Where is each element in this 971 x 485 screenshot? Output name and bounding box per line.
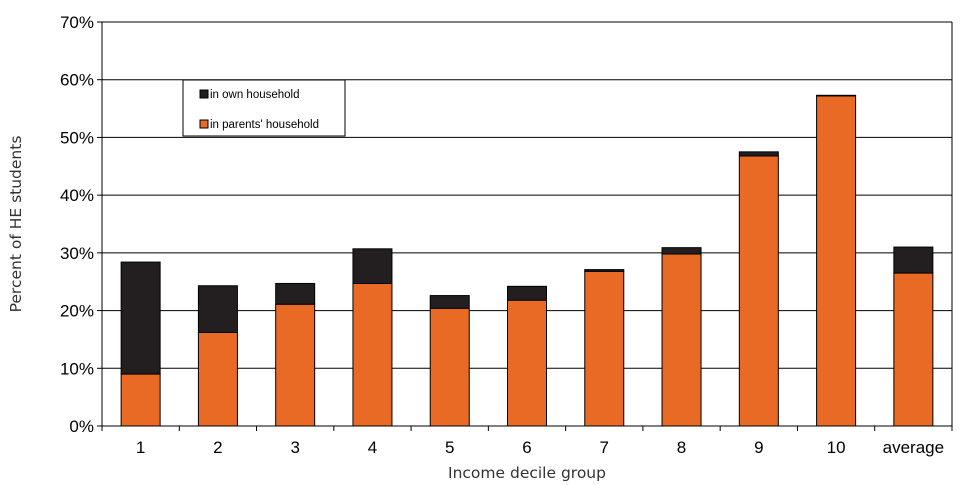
bar-segment — [584, 269, 625, 272]
legend-swatch-own-household — [199, 89, 209, 99]
y-tick-label: 60% — [60, 71, 94, 90]
legend-swatch-parents-household — [199, 119, 209, 129]
x-tick-label: 5 — [445, 438, 454, 457]
y-tick-label: 20% — [60, 302, 94, 321]
bar-segment — [816, 94, 857, 97]
bar-segment — [120, 261, 161, 375]
legend: in own household in parents' household — [182, 79, 346, 137]
bar-segment — [275, 282, 316, 305]
bar-segment — [352, 282, 393, 427]
x-tick-label: average — [883, 438, 944, 457]
y-axis-title: Percent of HE students — [7, 136, 25, 313]
bar-segment — [738, 155, 779, 427]
bar-segment — [352, 248, 393, 284]
bar-segment — [507, 285, 547, 301]
y-tick-label: 40% — [60, 186, 94, 205]
y-tick-label: 70% — [60, 13, 94, 32]
x-axis-title: Income decile group — [448, 464, 606, 482]
y-tick-label: 0% — [69, 417, 94, 436]
bar-segment — [893, 272, 934, 427]
bar-segment — [120, 373, 161, 427]
y-tick-label: 10% — [60, 359, 94, 378]
y-tick-label: 30% — [60, 244, 94, 263]
y-tick-labels: 0% 10% 20% 30% 40% 50% 60% 70% — [60, 13, 102, 436]
legend-label-parents-household: in parents' household — [210, 119, 319, 131]
bar-segment — [429, 307, 470, 427]
x-tick-labels: 1 2 3 4 5 6 7 8 9 10 average — [101, 426, 953, 457]
bar-segment — [197, 332, 238, 427]
bars — [120, 94, 934, 427]
x-tick-label: 2 — [213, 438, 222, 457]
x-tick-label: 7 — [600, 438, 609, 457]
bar-segment — [893, 246, 934, 274]
x-tick-label: 4 — [368, 438, 377, 457]
x-tick-label: 6 — [522, 438, 531, 457]
y-tick-label: 50% — [60, 128, 94, 147]
bar-segment — [661, 247, 702, 255]
bar-segment — [584, 270, 625, 427]
bar-segment — [738, 151, 779, 157]
legend-label-own-household: in own household — [210, 89, 300, 101]
x-tick-label: 1 — [136, 438, 145, 457]
x-tick-label: 9 — [754, 438, 763, 457]
bar-segment — [816, 95, 857, 427]
x-tick-label: 3 — [290, 438, 299, 457]
bar-segment — [661, 253, 702, 427]
bar-segment — [275, 303, 316, 427]
x-tick-label: 8 — [677, 438, 686, 457]
bar-segment — [197, 285, 238, 334]
bar-segment — [429, 295, 470, 309]
axes — [101, 22, 953, 427]
x-tick-label: 10 — [827, 438, 846, 457]
legend-box — [182, 79, 346, 137]
bar-segment — [507, 299, 547, 427]
